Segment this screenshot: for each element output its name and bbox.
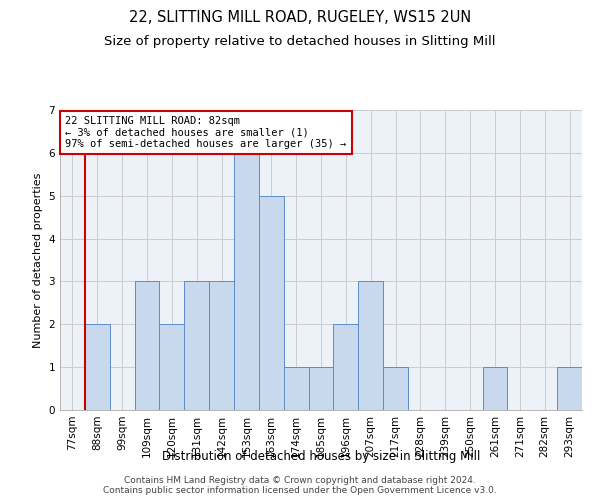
Text: 22, SLITTING MILL ROAD, RUGELEY, WS15 2UN: 22, SLITTING MILL ROAD, RUGELEY, WS15 2U… <box>129 10 471 25</box>
Text: 22 SLITTING MILL ROAD: 82sqm
← 3% of detached houses are smaller (1)
97% of semi: 22 SLITTING MILL ROAD: 82sqm ← 3% of det… <box>65 116 346 149</box>
Bar <box>284 367 308 410</box>
Bar <box>85 324 110 410</box>
Bar <box>134 282 160 410</box>
Text: Size of property relative to detached houses in Slitting Mill: Size of property relative to detached ho… <box>104 35 496 48</box>
Bar <box>209 282 234 410</box>
Bar <box>234 153 259 410</box>
Bar <box>557 367 582 410</box>
Y-axis label: Number of detached properties: Number of detached properties <box>33 172 43 348</box>
Bar <box>308 367 334 410</box>
Text: Distribution of detached houses by size in Slitting Mill: Distribution of detached houses by size … <box>162 450 480 463</box>
Bar <box>259 196 284 410</box>
Bar <box>482 367 508 410</box>
Bar <box>160 324 184 410</box>
Bar <box>383 367 408 410</box>
Bar <box>358 282 383 410</box>
Bar <box>334 324 358 410</box>
Text: Contains HM Land Registry data © Crown copyright and database right 2024.
Contai: Contains HM Land Registry data © Crown c… <box>103 476 497 495</box>
Bar <box>184 282 209 410</box>
